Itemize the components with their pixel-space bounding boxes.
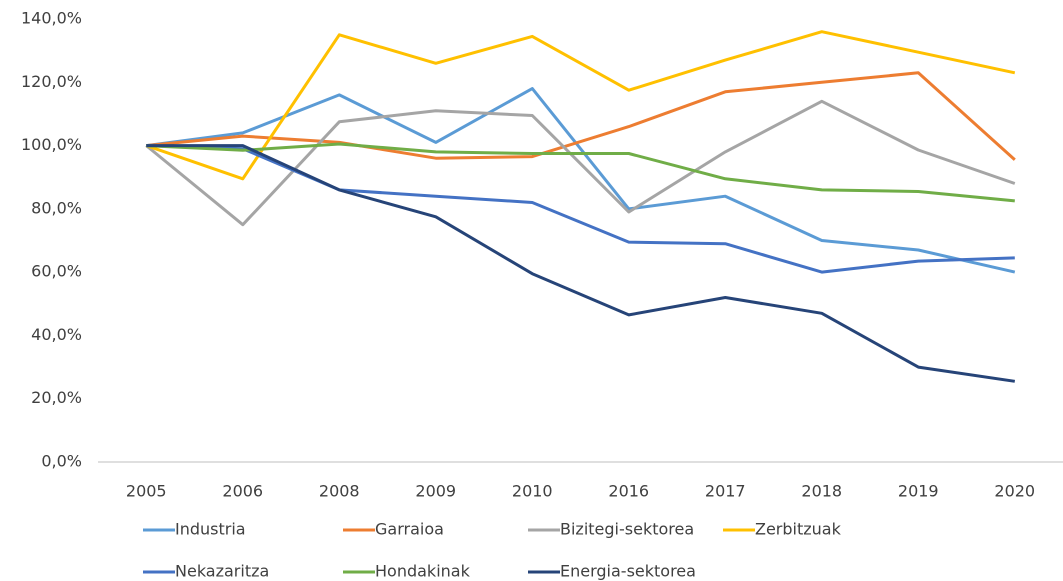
- y-tick-label: 80,0%: [31, 198, 82, 217]
- x-tick-label: 2006: [222, 482, 263, 501]
- line: [146, 144, 1016, 383]
- y-tick-label: 20,0%: [31, 388, 82, 407]
- x-tick-label: 2017: [705, 482, 746, 501]
- legend-label: Industria: [175, 520, 246, 539]
- line: [146, 87, 1016, 274]
- y-tick-label: 120,0%: [21, 72, 82, 91]
- x-tick-label: 2009: [415, 482, 456, 501]
- line: [146, 71, 1016, 161]
- x-tick-label: 2010: [512, 482, 553, 501]
- y-tick-label: 0,0%: [41, 452, 82, 471]
- line: [146, 142, 1015, 203]
- legend-label: Nekazaritza: [175, 562, 269, 581]
- y-tick-label: 60,0%: [31, 262, 82, 281]
- y-tick-label: 40,0%: [31, 325, 82, 344]
- legend-label: Garraioa: [375, 520, 444, 539]
- legend-label: Hondakinak: [375, 562, 471, 581]
- x-tick-label: 2019: [898, 482, 939, 501]
- y-tick-label: 100,0%: [21, 135, 82, 154]
- line: [145, 99, 1016, 227]
- y-tick-label: 140,0%: [21, 9, 82, 28]
- legend-label: Energia-sektorea: [560, 562, 696, 581]
- x-tick-label: 2020: [994, 482, 1035, 501]
- legend-label: Zerbitzuak: [755, 520, 842, 539]
- x-tick-label: 2005: [126, 482, 167, 501]
- line: [145, 30, 1016, 181]
- x-tick-label: 2018: [801, 482, 842, 501]
- x-tick-label: 2016: [608, 482, 649, 501]
- x-tick-label: 2008: [319, 482, 360, 501]
- legend-label: Bizitegi-sektorea: [560, 520, 694, 539]
